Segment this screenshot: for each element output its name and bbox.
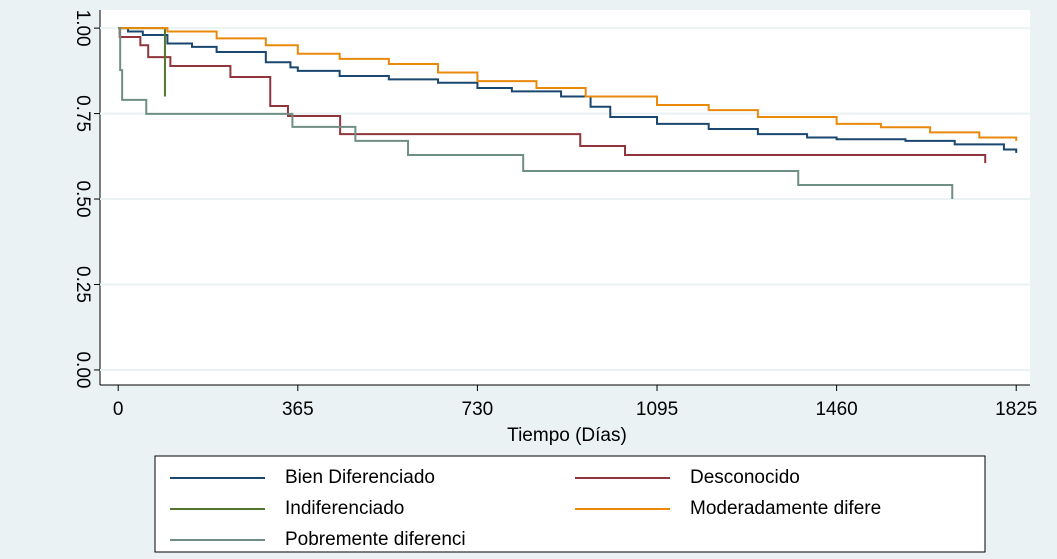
survival-line [118, 27, 1018, 141]
survival-line [118, 27, 987, 164]
legend-label: Desconocido [690, 467, 800, 488]
legend-label: Bien Diferenciado [285, 467, 435, 488]
x-tick-label: 1460 [815, 399, 857, 420]
legend-label: Moderadamente difere [690, 498, 881, 519]
legend-label: Pobremente diferenci [285, 529, 466, 550]
x-tick-label: 365 [282, 399, 314, 420]
x-tick-label: 1825 [995, 399, 1037, 420]
x-axis-label: Tiempo (Días) [507, 425, 627, 446]
y-tick-label: 1.00 [72, 10, 93, 47]
y-tick-label: 0.25 [72, 266, 93, 303]
x-tick-label: 0 [113, 399, 124, 420]
survival-line [118, 27, 954, 200]
x-tick-label: 730 [462, 399, 494, 420]
plot-area [100, 10, 1030, 385]
survival-line [118, 27, 1018, 153]
legend [154, 455, 986, 553]
x-tick-label: 1095 [636, 399, 678, 420]
y-tick-label: 0.75 [72, 95, 93, 132]
legend-label: Indiferenciado [285, 498, 404, 519]
y-tick-label: 0.50 [72, 181, 93, 218]
y-tick-label: 0.00 [72, 351, 93, 388]
